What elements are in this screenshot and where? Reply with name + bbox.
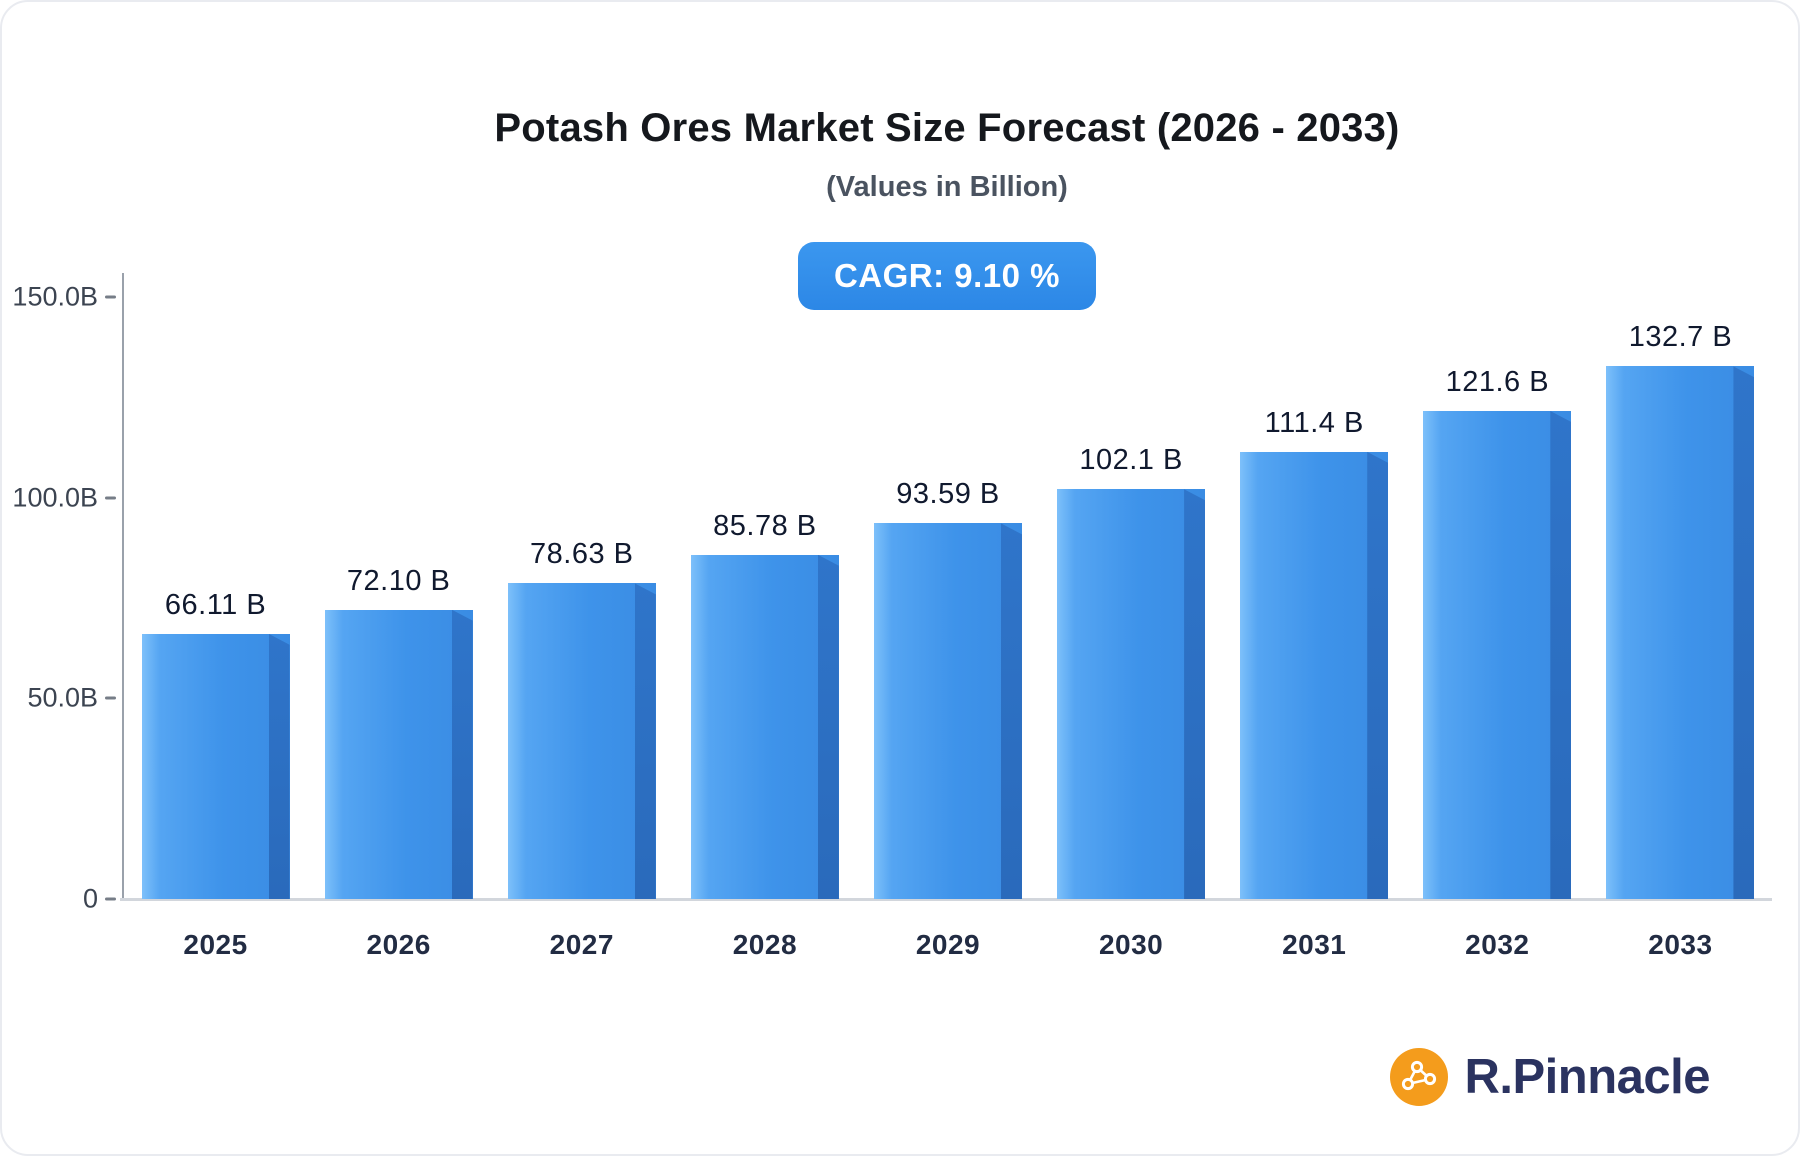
chart-title: Potash Ores Market Size Forecast (2026 -… bbox=[494, 106, 1400, 150]
bar-column: 121.6 B 2032 bbox=[1406, 297, 1589, 960]
bar-side-face bbox=[1184, 489, 1206, 899]
x-axis-label: 2026 bbox=[366, 929, 431, 960]
x-axis-label: 2027 bbox=[549, 929, 614, 960]
bar-value-label: 66.11 B bbox=[164, 588, 267, 621]
y-tick-mark bbox=[105, 897, 116, 901]
y-tick-label: 0 bbox=[82, 883, 98, 914]
bar-value-label: 102.1 B bbox=[1079, 444, 1183, 477]
x-axis-label: 2029 bbox=[915, 929, 981, 960]
y-tick-label: 150.0B bbox=[12, 281, 98, 312]
y-tick-mark bbox=[105, 496, 116, 500]
bar-2030 bbox=[1057, 489, 1206, 899]
brand-logo: R.Pinnacle bbox=[1390, 1048, 1710, 1106]
bar-2031 bbox=[1240, 451, 1389, 899]
bar-side-face bbox=[1550, 411, 1572, 899]
bar-column: 93.59 B 2029 bbox=[856, 297, 1039, 960]
bar-value-label: 132.7 B bbox=[1628, 321, 1733, 354]
bar-value-label: 111.4 B bbox=[1264, 406, 1364, 439]
logo-text: R.Pinnacle bbox=[1464, 1050, 1710, 1104]
y-tick-label: 100.0B bbox=[12, 482, 98, 513]
y-axis-line bbox=[122, 273, 124, 899]
bar-side-face bbox=[268, 633, 290, 899]
bar-value-label: 78.63 B bbox=[530, 538, 634, 571]
bar-column: 85.78 B 2028 bbox=[673, 297, 856, 960]
bar-value-label: 121.6 B bbox=[1445, 366, 1550, 398]
y-tick-mark bbox=[105, 295, 116, 299]
bar-2026 bbox=[324, 609, 473, 899]
bar-2027 bbox=[507, 583, 656, 899]
bar-side-face bbox=[634, 583, 656, 899]
bar-2032 bbox=[1423, 411, 1572, 899]
x-axis-label: 2025 bbox=[183, 929, 248, 960]
y-tick-label: 50.0B bbox=[27, 682, 98, 713]
plot-area: 150.0B 100.0B 50.0B 0 66.11 B 2025 72.10 B 202… bbox=[12, 273, 1772, 960]
bar-2028 bbox=[690, 554, 839, 899]
bar-side-face bbox=[817, 554, 839, 899]
chart-header: Potash Ores Market Size Forecast (2026 -… bbox=[122, 106, 1772, 310]
x-axis-label: 2030 bbox=[1098, 929, 1164, 960]
bar-value-label: 72.10 B bbox=[346, 564, 451, 597]
x-axis-label: 2028 bbox=[732, 929, 798, 960]
bar-value-label: 93.59 B bbox=[896, 478, 1000, 511]
bar-2029 bbox=[873, 523, 1022, 899]
bar-column: 66.11 B 2025 bbox=[124, 297, 307, 960]
bar-side-face bbox=[1000, 523, 1022, 899]
bar-2033 bbox=[1606, 366, 1755, 899]
bar-column: 111.4 B 2031 bbox=[1223, 297, 1406, 960]
x-axis-line bbox=[120, 898, 1772, 901]
chart-subtitle: (Values in Billion) bbox=[826, 171, 1068, 203]
bars-container: 66.11 B 2025 72.10 B 2026 78.63 B 2027 85.78 B… bbox=[124, 297, 1772, 960]
bar-side-face bbox=[1367, 451, 1389, 899]
x-axis-label: 2033 bbox=[1648, 929, 1713, 960]
bar-side-face bbox=[451, 609, 473, 899]
x-axis-label: 2031 bbox=[1282, 929, 1347, 960]
bar-value-label: 85.78 B bbox=[713, 509, 817, 542]
cagr-badge: CAGR: 9.10 % bbox=[797, 242, 1097, 310]
bar-column: 78.63 B 2027 bbox=[490, 297, 673, 960]
x-axis-label: 2032 bbox=[1465, 929, 1530, 960]
bar-column: 72.10 B 2026 bbox=[307, 297, 490, 960]
bar-column: 102.1 B 2030 bbox=[1040, 297, 1223, 960]
logo-network-icon bbox=[1390, 1048, 1449, 1106]
bar-column: 132.7 B 2033 bbox=[1589, 297, 1772, 960]
y-tick-mark bbox=[105, 696, 116, 700]
bar-side-face bbox=[1733, 366, 1755, 899]
bar-2025 bbox=[141, 633, 290, 899]
